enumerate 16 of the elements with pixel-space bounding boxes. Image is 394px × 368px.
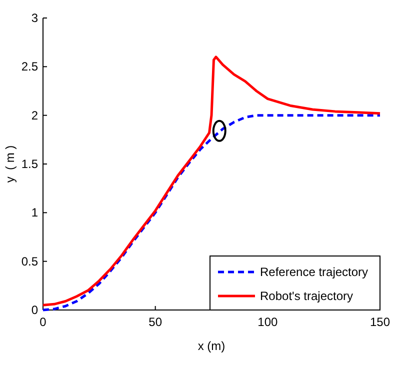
x-tick-label: 0 [40,315,47,329]
y-tick-label: 2.5 [21,60,38,74]
x-tick-label: 50 [148,315,162,329]
x-tick-label: 150 [370,315,390,329]
y-axis-title: y ( m ) [3,145,17,183]
x-axis-title: x (m) [198,339,226,353]
y-tick-label: 0 [31,303,38,317]
y-tick-label: 0.5 [21,254,38,268]
legend-label: Reference trajectory [260,265,368,279]
y-tick-label: 1.5 [21,157,38,171]
x-tick-label: 100 [258,315,278,329]
line-series [42,56,382,306]
y-tick-label: 2 [31,108,38,122]
y-tick-label: 1 [31,206,38,220]
y-tick-label: 3 [31,11,38,25]
legend-label: Robot's trajectory [260,289,353,303]
